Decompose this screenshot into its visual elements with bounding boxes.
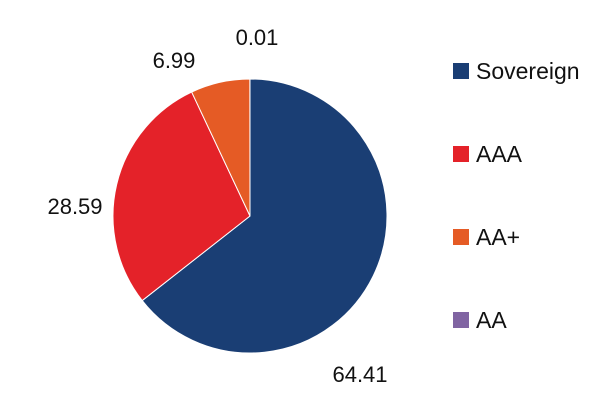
- legend-swatch-1: [453, 63, 469, 79]
- legend-label-4: AA: [476, 307, 507, 333]
- data-label-3: 6.99: [153, 48, 196, 73]
- data-labels: 64.41 28.59 6.99 0.01: [47, 25, 387, 387]
- legend-swatch-3: [453, 229, 469, 245]
- pie-slice-sovereign: [141, 78, 388, 354]
- legend-label-1: Sovereign: [476, 58, 580, 84]
- legend: Sovereign AAA AA+ AA: [453, 58, 580, 333]
- legend-swatch-4: [453, 312, 469, 328]
- legend-swatch-2: [453, 146, 469, 162]
- data-label-4: 0.01: [236, 25, 279, 50]
- data-label-2: 28.59: [47, 194, 102, 219]
- data-label-1: 64.41: [332, 362, 387, 387]
- legend-label-2: AAA: [476, 141, 523, 167]
- legend-label-3: AA+: [476, 224, 520, 250]
- pie-slices: [112, 78, 388, 354]
